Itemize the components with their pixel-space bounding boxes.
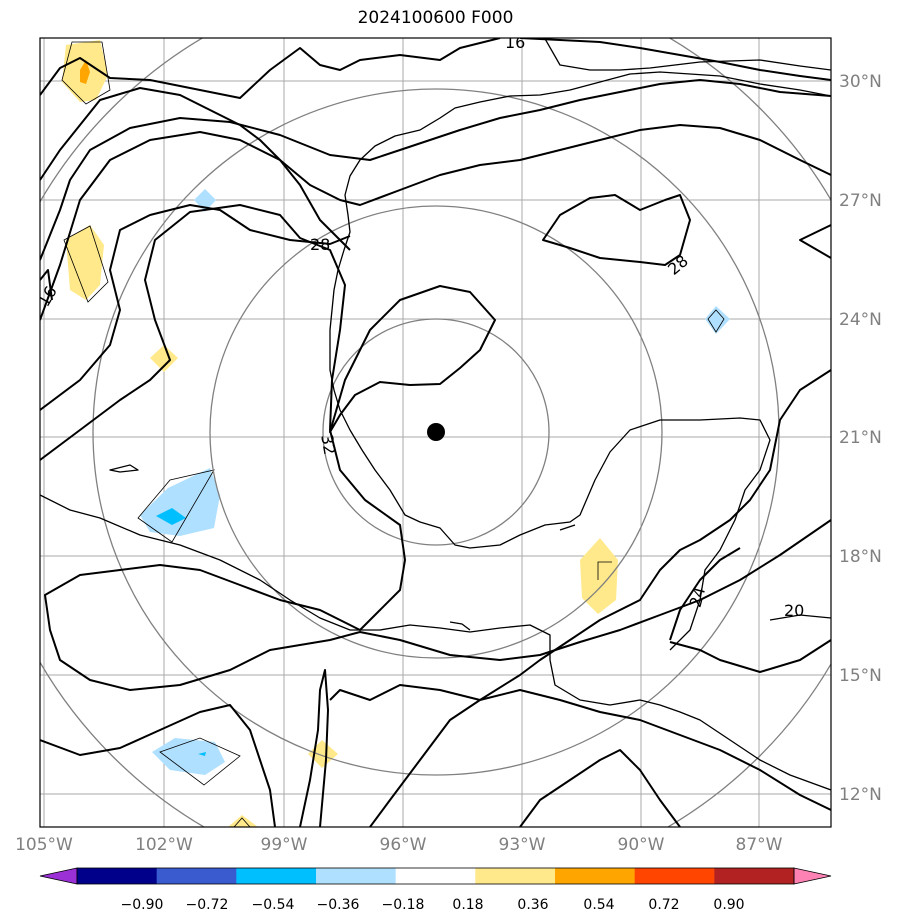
lat-label: 30°N [839,72,882,92]
colorbar-min-extend [39,867,78,885]
lon-label: 99°W [261,835,308,855]
contour-16-c [519,38,831,81]
colorbar-tick-label: 0.18 [452,897,483,913]
contour-label: 24 [686,585,710,610]
storm-center-marker [427,423,445,441]
contour-s-mid [299,669,329,827]
lat-label: 15°N [839,666,882,686]
shaded-anomalies [61,40,730,827]
colorbar-segments [77,868,795,884]
contour-far-w [40,269,53,301]
colorbar-segment [236,868,317,884]
latitude-labels: 30°N 27°N 24°N 21°N 18°N 15°N 12°N [839,72,882,805]
contour-se2 [669,639,831,673]
map-frame [39,37,832,828]
contours [40,38,831,827]
contour-label: 28 [664,251,692,279]
lon-label: 87°W [736,835,783,855]
contour-label: 32 [317,433,339,456]
contour-label: 16 [505,33,525,52]
contour-label-layer: 16 16 28 28 32 24 20 [34,33,804,620]
colorbar-tick-label: −0.90 [121,897,164,913]
colorbar-frame [76,867,795,885]
contour-24-a [40,124,831,321]
colorbar-tick-label: 0.72 [648,897,679,913]
contour-s-left [40,704,276,827]
contour-16-b [40,87,351,251]
contour-32 [329,285,496,433]
positive-anomaly-yuc [580,538,618,614]
contour-label: 16 [34,283,61,310]
contour-east [329,369,831,701]
positive-anomaly-small [150,345,178,372]
contour-28-a [40,204,351,411]
map-title: 2024100600 F000 [357,8,514,28]
contour-28-b [542,194,691,266]
lat-label: 21°N [839,428,882,448]
colorbar-segment [156,868,237,884]
contour-16-a [40,38,501,99]
colorbar-segment [395,868,476,884]
lon-label: 96°W [380,835,427,855]
colorbar-tick-label: −0.72 [186,897,229,913]
contour-far-e [799,224,831,259]
colorbar-max-extend [793,867,832,885]
longitude-labels: 105°W 102°W 99°W 96°W 93°W 90°W 87°W [15,835,783,855]
contour-se3 [519,749,681,827]
negative-anomaly-gulf [705,306,730,334]
coast-pacific [40,494,831,791]
contour-se [669,547,741,641]
coast-cuba [769,614,831,621]
negative-anomaly-small [194,189,216,212]
lon-label: 90°W [618,835,665,855]
colorbar-segment [316,868,397,884]
positive-anomaly-bottom [228,815,258,827]
lon-label: 93°W [499,835,546,855]
contour-ring-outer [40,204,831,691]
range-rings [40,38,831,827]
colorbar-segment [77,868,158,884]
colorbar-tick-label: 0.54 [583,897,614,913]
colorbar-segment [475,868,556,884]
colorbar-tick-label: −0.18 [382,897,425,913]
colorbar-segment [555,868,636,884]
coast-bay [543,38,831,71]
negative-anomaly-sw [152,738,225,775]
positive-anomaly-w [66,225,104,300]
colorbar-tick-label: 0.36 [517,897,548,913]
lat-label: 24°N [839,310,882,330]
lat-label: 12°N [839,785,882,805]
lon-label: 102°W [135,835,193,855]
coast-gulf [329,71,831,651]
negative-anomaly-mx [140,468,220,536]
contour-label: 20 [784,601,804,620]
coastlines [40,38,831,791]
contour-20-a [40,79,831,261]
lat-label: 18°N [839,547,882,567]
colorbar-tick-label: 0.90 [713,897,744,913]
colorbar-segment [714,868,795,884]
lon-label: 105°W [15,835,73,855]
contour-label: 28 [310,235,330,254]
colorbar: −0.90 −0.72 −0.54 −0.36 −0.18 0.18 0.36 … [39,867,832,913]
lat-label: 27°N [839,191,882,211]
positive-anomaly-core [80,60,90,84]
negative-anomaly-mx-core [156,508,186,525]
contour-s-right [369,689,831,827]
colorbar-tick-label: −0.54 [252,897,295,913]
colorbar-segment [634,868,715,884]
colorbar-tick-label: −0.36 [317,897,360,913]
